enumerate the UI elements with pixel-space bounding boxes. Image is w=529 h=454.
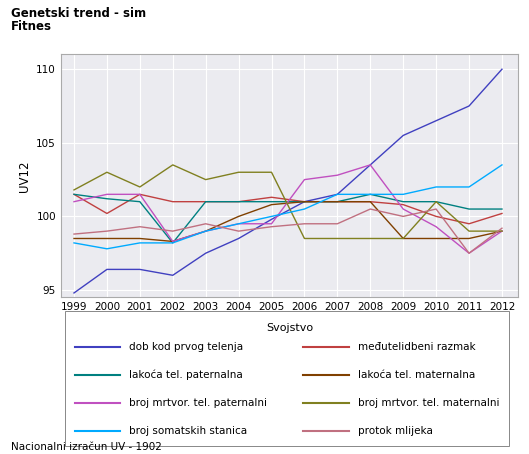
Text: lakoća tel. paternalna: lakoća tel. paternalna (130, 370, 243, 380)
Text: međutelidbeni razmak: međutelidbeni razmak (358, 342, 476, 352)
Text: Nacionalni izračun UV - 1902: Nacionalni izračun UV - 1902 (11, 442, 161, 452)
FancyBboxPatch shape (66, 311, 509, 446)
X-axis label: Godina rođenja: Godina rođenja (244, 318, 335, 331)
Text: broj mrtvor. tel. paternalni: broj mrtvor. tel. paternalni (130, 398, 268, 408)
Text: Fitnes: Fitnes (11, 20, 52, 34)
Text: broj mrtvor. tel. maternalni: broj mrtvor. tel. maternalni (358, 398, 500, 408)
Text: broj somatskih stanica: broj somatskih stanica (130, 425, 248, 435)
Text: Genetski trend - sim: Genetski trend - sim (11, 7, 145, 20)
Text: dob kod prvog telenja: dob kod prvog telenja (130, 342, 243, 352)
Text: Svojstvo: Svojstvo (266, 322, 313, 333)
Text: protok mlijeka: protok mlijeka (358, 425, 433, 435)
Text: lakoća tel. maternalna: lakoća tel. maternalna (358, 370, 476, 380)
Y-axis label: UV12: UV12 (17, 160, 31, 192)
